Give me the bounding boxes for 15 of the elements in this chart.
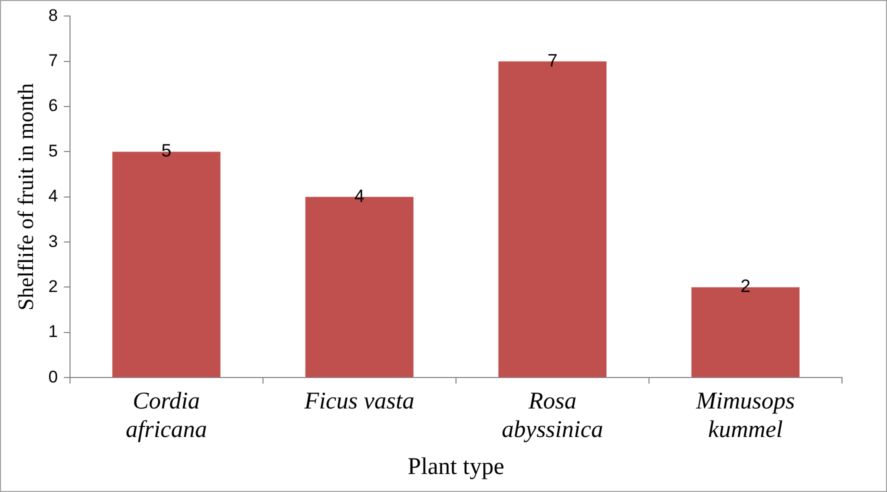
y-tick-label: 3 bbox=[48, 232, 58, 251]
y-tick-label: 5 bbox=[48, 141, 58, 160]
y-tick-label: 1 bbox=[48, 322, 58, 342]
y-tick-label: 6 bbox=[48, 96, 58, 116]
x-tick-label: Ficus vasta bbox=[303, 388, 414, 414]
y-tick-label: 2 bbox=[48, 276, 58, 296]
x-tick-label: Rosa abyssinica bbox=[502, 388, 604, 444]
x-axis-title: Plant type bbox=[408, 454, 504, 480]
y-tick-label: 0 bbox=[48, 367, 58, 386]
x-tick-label: Cordia africana bbox=[126, 388, 208, 444]
y-tick-label: 7 bbox=[48, 51, 58, 70]
y-tick-label: 8 bbox=[48, 6, 58, 25]
y-tick-label: 4 bbox=[48, 186, 58, 206]
x-tick-label: Mimusops kummel bbox=[695, 388, 795, 444]
y-axis-title: Shelflife of fruit in month bbox=[12, 83, 38, 311]
